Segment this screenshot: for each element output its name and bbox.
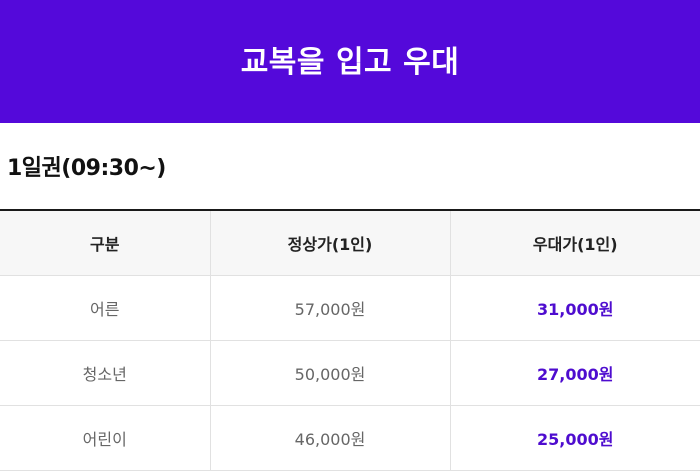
- row-category: 어린이: [0, 405, 211, 471]
- promo-banner: 교복을 입고 우대: [0, 0, 700, 123]
- header-category: 구분: [0, 211, 211, 276]
- row-regular-price: 57,000원: [210, 275, 451, 341]
- ticket-title: 1일권(09:30~): [7, 156, 166, 181]
- row-discount-price: 27,000원: [450, 340, 700, 406]
- ticket-header: 1일권(09:30~): [0, 123, 700, 211]
- row-discount-price: 25,000원: [450, 405, 700, 471]
- row-regular-price: 50,000원: [210, 340, 451, 406]
- price-table: 구분 정상가(1인) 우대가(1인) 어른 57,000원 31,000원 청소…: [0, 211, 700, 471]
- row-regular-price: 46,000원: [210, 405, 451, 471]
- table-row: 어린이 46,000원 25,000원: [0, 405, 700, 471]
- table-row: 청소년 50,000원 27,000원: [0, 340, 700, 406]
- row-category: 어른: [0, 275, 211, 341]
- header-discount-price: 우대가(1인): [450, 211, 700, 276]
- table-row: 어른 57,000원 31,000원: [0, 275, 700, 341]
- table-header-row: 구분 정상가(1인) 우대가(1인): [0, 211, 700, 276]
- row-category: 청소년: [0, 340, 211, 406]
- row-discount-price: 31,000원: [450, 275, 700, 341]
- header-regular-price: 정상가(1인): [210, 211, 451, 276]
- banner-title: 교복을 입고 우대: [240, 44, 460, 80]
